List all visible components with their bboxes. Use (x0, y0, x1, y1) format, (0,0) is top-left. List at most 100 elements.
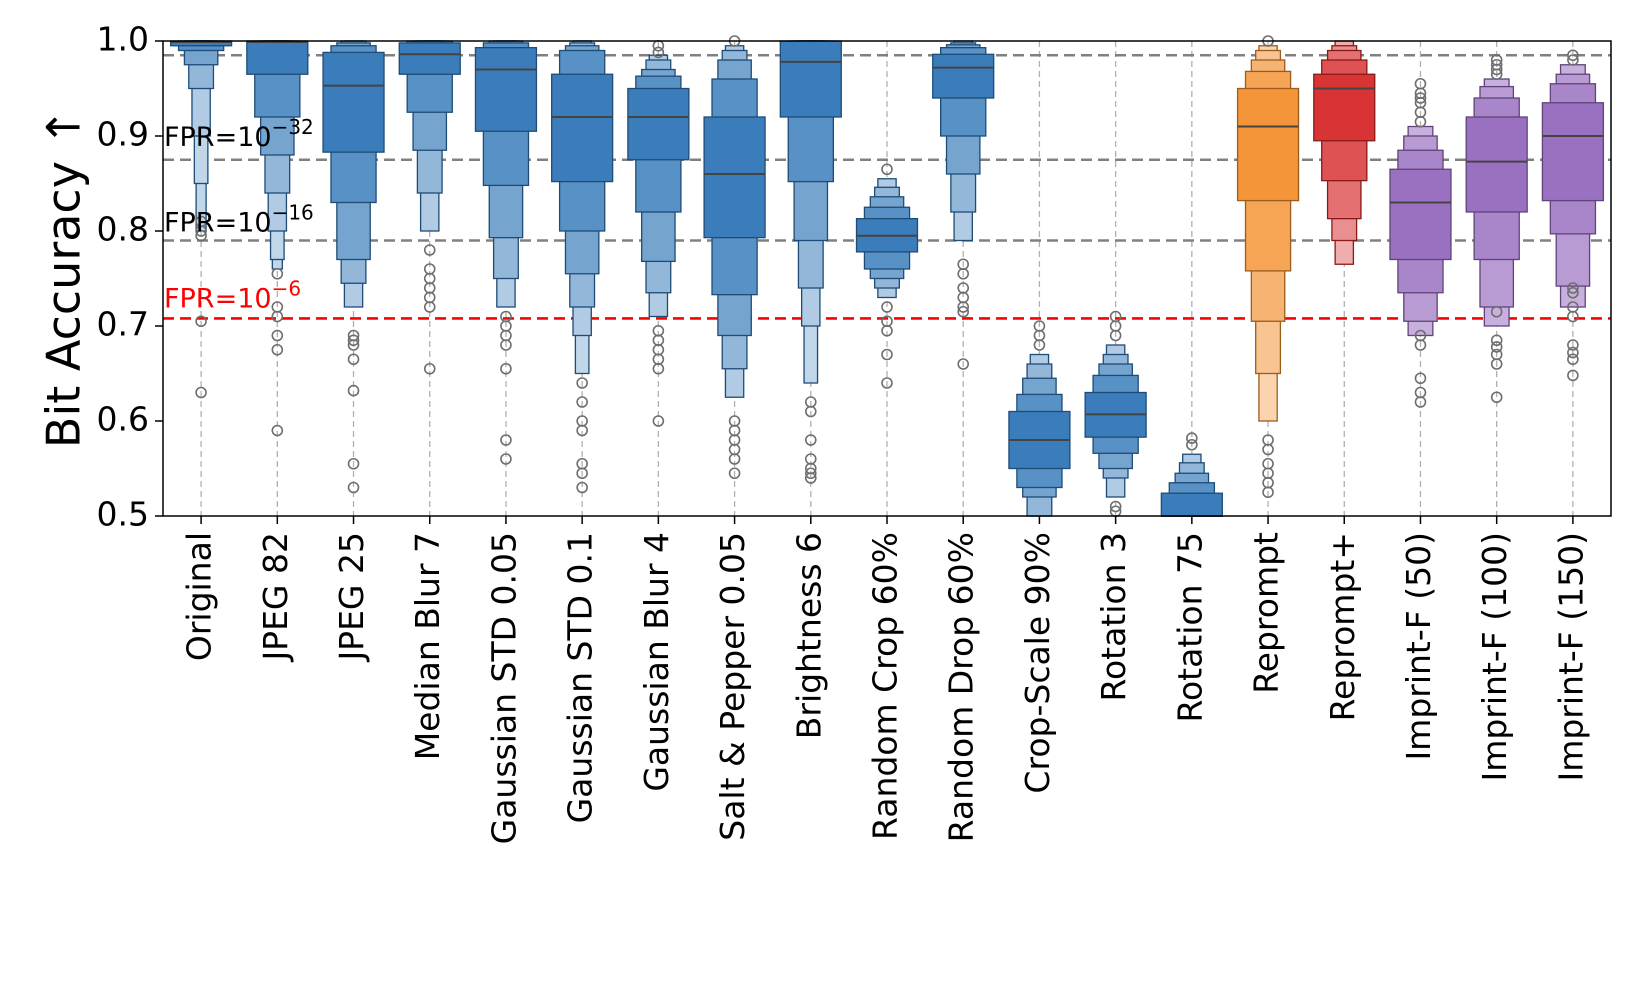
x-tick-label: Crop-Scale 90% (1018, 532, 1057, 794)
outlier-point (1109, 310, 1122, 323)
outlier-point (195, 386, 207, 399)
outlier-point (881, 377, 893, 389)
outlier-point (652, 46, 665, 59)
boxen-17 (1389, 125, 1452, 337)
outlier-point (500, 434, 512, 446)
outlier-point (1414, 396, 1427, 408)
outlier-point (576, 467, 588, 480)
outlier-point (1414, 372, 1427, 385)
outlier-point (1262, 486, 1274, 499)
outlier-point (500, 362, 512, 375)
outlier-point (957, 358, 970, 370)
outlier-point (804, 467, 817, 480)
x-tick-label: Gaussian STD 0.05 (484, 532, 523, 844)
y-axis: 0.5 0.6 0.7 0.8 0.9 1.0 (97, 20, 163, 534)
boxen-level (474, 47, 538, 132)
outlier-point (1033, 320, 1046, 332)
boxen-10 (855, 178, 919, 299)
x-tick-label: Gaussian Blur 4 (637, 532, 676, 792)
outliers-layer (195, 35, 1579, 518)
outlier-point (881, 301, 893, 313)
boxen-12 (1008, 353, 1071, 517)
boxen-4 (398, 40, 461, 232)
outlier-point (1262, 443, 1274, 456)
x-tick-label: Imprint-F (100) (1475, 532, 1514, 782)
boxen-5 (474, 40, 538, 308)
boxen-level (703, 116, 766, 239)
y-tick-label: 0.9 (97, 115, 149, 154)
outlier-point (1490, 358, 1503, 370)
outlier-point (271, 329, 284, 342)
x-tick-label: Reprompt+ (1323, 532, 1362, 721)
x-tick-label: Brightness 6 (789, 532, 828, 739)
boxen-19 (1541, 64, 1605, 308)
boxen-8 (703, 45, 766, 398)
boxen-13 (1084, 344, 1147, 498)
outlier-point (423, 362, 436, 375)
outlier-point (1414, 339, 1427, 351)
x-tick-label: Salt & Pepper 0.05 (713, 532, 752, 841)
outlier-point (881, 324, 893, 337)
outlier-point (347, 353, 360, 366)
outlier-point (1490, 68, 1503, 81)
outlier-point (347, 481, 360, 494)
outlier-point (271, 267, 284, 280)
threshold-label: FPR=10−16 (164, 201, 314, 239)
boxen-18 (1465, 78, 1528, 327)
outlier-point (1186, 438, 1198, 451)
boxen-level (1313, 73, 1376, 142)
y-axis-title: Bit Accuracy ↑ (37, 108, 91, 448)
outlier-point (804, 405, 817, 418)
boxen-7 (627, 54, 690, 318)
outlier-point (576, 481, 588, 494)
outlier-point (957, 267, 970, 280)
x-tick-label: JPEG 82 (256, 532, 295, 663)
boxen-11 (932, 40, 995, 242)
boxen-level (1160, 492, 1223, 517)
boxen-15 (1236, 45, 1300, 422)
boxen-level (398, 42, 461, 75)
outlier-point (1567, 353, 1579, 366)
boxes-layer (169, 40, 1605, 517)
boxen-level (246, 40, 309, 75)
outlier-point (1414, 115, 1427, 128)
outlier-point (652, 415, 665, 427)
outlier-point (1567, 346, 1579, 359)
boxen-level (932, 53, 995, 99)
outlier-point (1567, 339, 1579, 351)
outlier-point (271, 424, 284, 437)
x-tick-label: Original (180, 532, 219, 661)
outlier-point (1490, 341, 1503, 353)
x-tick-label: Imprint-F (150) (1551, 532, 1590, 782)
x-tick-label: Imprint-F (50) (1399, 532, 1438, 761)
outlier-point (1490, 305, 1503, 318)
x-tick-label: Random Crop 60% (866, 532, 905, 840)
outlier-point (576, 424, 588, 437)
boxen-level (627, 87, 690, 161)
boxen-6 (551, 40, 614, 375)
outlier-point (347, 384, 360, 397)
outlier-point (1567, 54, 1579, 66)
x-axis: Original JPEG 82 JPEG 25 Median Blur 7 Gauss… (180, 516, 1590, 844)
outlier-point (728, 467, 741, 480)
outlier-point (728, 453, 741, 465)
x-tick-label: JPEG 25 (332, 532, 371, 663)
boxen-level (1236, 87, 1300, 202)
boxen-level (322, 51, 385, 153)
x-tick-label: Rotation 75 (1170, 532, 1209, 723)
outlier-point (1186, 432, 1198, 444)
threshold-label: FPR=10−6 (164, 277, 301, 315)
y-tick-label: 1.0 (97, 20, 149, 59)
outlier-point (1414, 92, 1427, 104)
outlier-point (423, 244, 436, 256)
boxen-level (779, 40, 842, 118)
outlier-point (1490, 63, 1503, 76)
boxen-14 (1160, 453, 1223, 517)
x-tick-label: Median Blur 7 (408, 532, 447, 760)
outlier-point (957, 301, 970, 313)
outlier-point (423, 301, 436, 313)
outlier-point (1567, 369, 1579, 382)
y-tick-label: 0.5 (97, 495, 149, 534)
outlier-point (500, 339, 512, 351)
